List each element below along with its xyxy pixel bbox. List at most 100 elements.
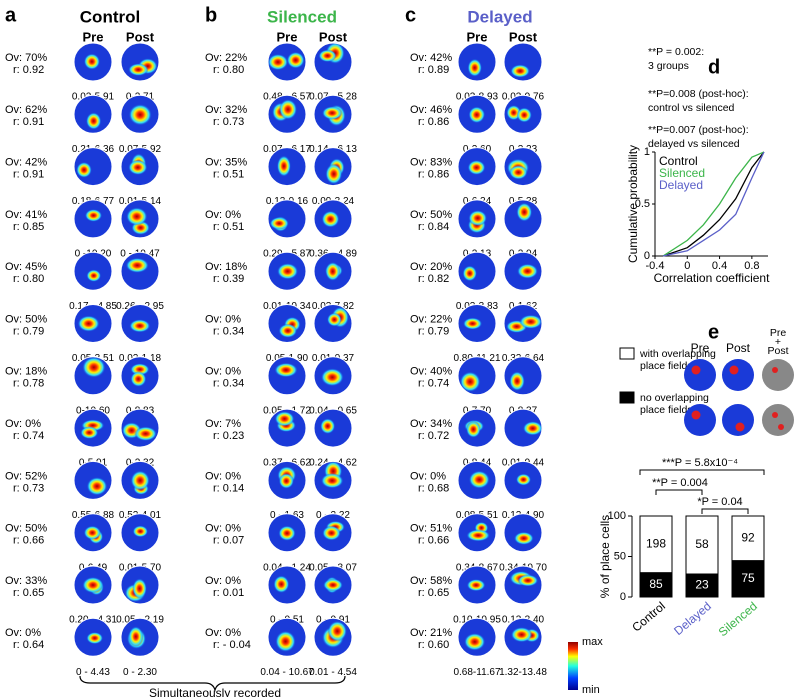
arena-edge [120, 304, 160, 343]
overlap: Ov: 42% [5, 157, 47, 169]
place-field-map [267, 565, 307, 605]
overlap: Ov: 62% [5, 104, 47, 116]
cdf-line [662, 151, 765, 257]
arena-edge [503, 617, 543, 657]
field-blob [278, 98, 298, 120]
arena-edge [73, 565, 113, 605]
arena-edge [313, 304, 353, 343]
panel-letter: a [5, 4, 17, 26]
post-range: 0.01 - 4.54 [309, 667, 357, 678]
panel-title: Delayed [467, 7, 532, 26]
stat-text: delayed vs silenced [648, 138, 740, 150]
place-field-map [73, 251, 113, 291]
arena-edge [457, 251, 497, 291]
arena-edge [73, 513, 113, 553]
arena-edge [73, 251, 113, 291]
field-blob [519, 314, 543, 329]
correlation: r: 0.23 [213, 430, 244, 442]
overlap: Ov: 20% [410, 261, 452, 273]
arena-edge [313, 565, 353, 605]
place-field-map [503, 408, 543, 448]
arena-edge [503, 513, 543, 553]
field-blob [82, 576, 104, 594]
stat-bracket [701, 508, 749, 514]
y-tick-label: 1 [644, 146, 650, 158]
field-blob [128, 626, 144, 648]
field-blob [510, 64, 531, 78]
correlation: r: 0.72 [418, 430, 449, 442]
overlap: Ov: 0% [410, 470, 446, 482]
place-field-map [313, 460, 353, 500]
field-blob [318, 49, 337, 63]
pre-header: Pre [83, 29, 104, 44]
place-field-map [457, 513, 497, 553]
bar-segment [639, 572, 673, 598]
place-field-map [503, 460, 543, 500]
bar-segment [731, 515, 765, 562]
correlation: r: 0.34 [213, 378, 244, 390]
arena-edge [503, 460, 543, 500]
arena-edge [267, 408, 307, 448]
overlap: Ov: 0% [205, 575, 241, 587]
arena-edge [313, 251, 353, 291]
field-blob [516, 202, 533, 222]
correlation: r: 0.65 [418, 587, 449, 599]
x-tick-label: 0.4 [712, 260, 727, 272]
overlap: Ov: 21% [410, 627, 452, 639]
correlation: r: 0.64 [13, 639, 44, 651]
bar-label: 23 [695, 578, 709, 592]
overlap: Ov: 0% [5, 418, 41, 430]
field-blob [325, 163, 343, 185]
field-blob [322, 578, 344, 592]
field-blob [82, 356, 106, 378]
stat-bracket [655, 489, 703, 495]
place-field-map [267, 460, 307, 500]
overlap: Ov: 52% [5, 470, 47, 482]
correlation: r: 0.82 [418, 273, 449, 285]
stat-text: ***P = 5.8x10⁻⁴ [662, 457, 738, 469]
arena-edge [267, 513, 307, 553]
place-field-map [503, 94, 543, 134]
cdf-line [662, 151, 765, 257]
arena-edge [73, 42, 113, 82]
field-blob [269, 216, 290, 230]
field-blob [462, 317, 483, 330]
place-field-map [457, 42, 497, 82]
panel-title: Control [80, 7, 140, 26]
correlation: r: 0.80 [13, 273, 44, 285]
place-field-map [457, 94, 497, 134]
overlap: Ov: 18% [205, 261, 247, 273]
field-blob [274, 411, 295, 427]
y-axis-label: Cumulative probability [626, 145, 640, 263]
arena-edge [457, 617, 497, 657]
overlap: Ov: 0% [205, 470, 241, 482]
arena-edge [73, 199, 113, 239]
overlap: Ov: 0% [205, 523, 241, 535]
y-tick-label: 0 [620, 591, 626, 603]
arena-edge [120, 199, 160, 239]
field-blob [275, 630, 296, 653]
arena-edge [120, 251, 160, 291]
stat-text: **P = 0.004 [652, 477, 708, 489]
field-blob [462, 265, 478, 282]
field-blob [130, 470, 150, 491]
field-blob [273, 575, 290, 594]
place-field-map [73, 42, 113, 82]
legend-text: place fields [640, 360, 693, 372]
overlap: Ov: 22% [410, 313, 452, 325]
place-field-map [313, 513, 353, 553]
field-blob [322, 525, 341, 541]
panel-title: Silenced [267, 7, 337, 26]
legend-swatch [619, 347, 635, 360]
place-field-map [267, 251, 307, 291]
stat-text: *P = 0.04 [697, 496, 742, 508]
arena-edge [73, 304, 113, 343]
overlap: Ov: 32% [205, 104, 247, 116]
correlation: r: 0.39 [213, 273, 244, 285]
bar-label: 58 [695, 537, 709, 551]
post-header: Post [319, 29, 348, 44]
place-field-map [503, 304, 543, 343]
colorbar-max: max [582, 636, 603, 648]
y-tick-label: 100 [608, 510, 626, 522]
overlap: Ov: 58% [410, 575, 452, 587]
